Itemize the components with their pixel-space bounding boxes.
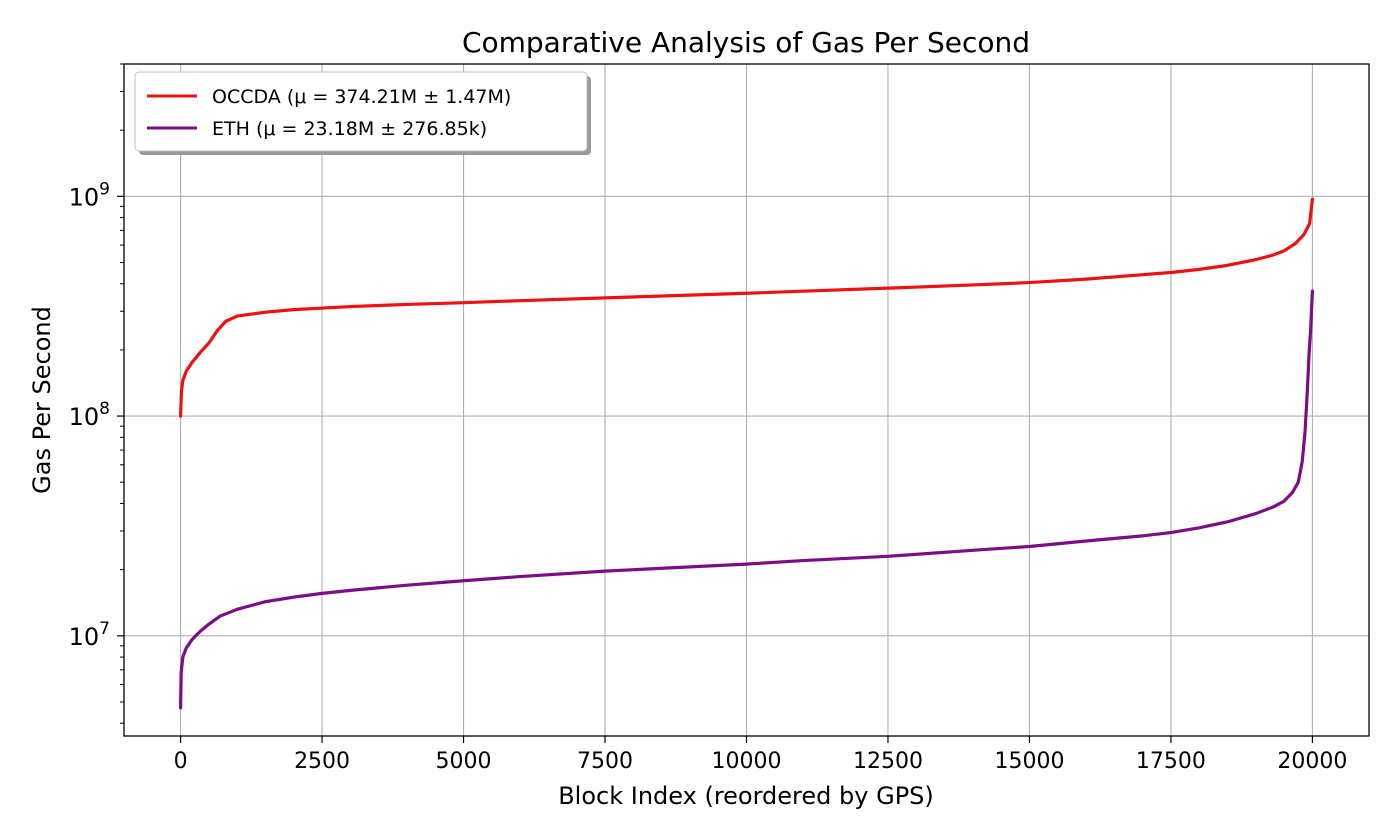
axis-ticks: 0 2500 5000 7500 10000 12500 15000 17500 20000 10… xyxy=(69,63,1347,774)
x-tick-label: 17500 xyxy=(1136,749,1206,774)
x-tick-label: 20000 xyxy=(1277,749,1347,774)
x-tick-label: 0 xyxy=(174,749,188,774)
y-tick-label: 108 xyxy=(69,399,110,431)
x-tick-label: 5000 xyxy=(436,749,492,774)
series-layer xyxy=(178,197,1315,710)
x-tick-label: 7500 xyxy=(577,749,633,774)
legend-entry-occda: OCCDA (μ = 374.21M ± 1.47M) xyxy=(212,86,511,108)
x-tick-label: 2500 xyxy=(294,749,350,774)
series-line-0 xyxy=(178,197,1315,418)
legend: OCCDA (μ = 374.21M ± 1.47M) ETH (μ = 23.… xyxy=(134,71,591,155)
grid-lines xyxy=(124,64,1369,736)
x-tick-label: 10000 xyxy=(712,749,782,774)
x-tick-label: 12500 xyxy=(853,749,923,774)
series-line-1 xyxy=(178,289,1315,710)
legend-box xyxy=(134,71,588,152)
x-tick-label: 15000 xyxy=(994,749,1064,774)
x-axis-label: Block Index (reordered by GPS) xyxy=(558,782,934,810)
chart-title: Comparative Analysis of Gas Per Second xyxy=(462,26,1030,59)
y-axis-label: Gas Per Second xyxy=(28,306,56,494)
legend-entry-eth: ETH (μ = 23.18M ± 276.85k) xyxy=(212,118,487,140)
y-tick-label: 109 xyxy=(69,179,110,211)
y-tick-label: 107 xyxy=(69,619,110,651)
